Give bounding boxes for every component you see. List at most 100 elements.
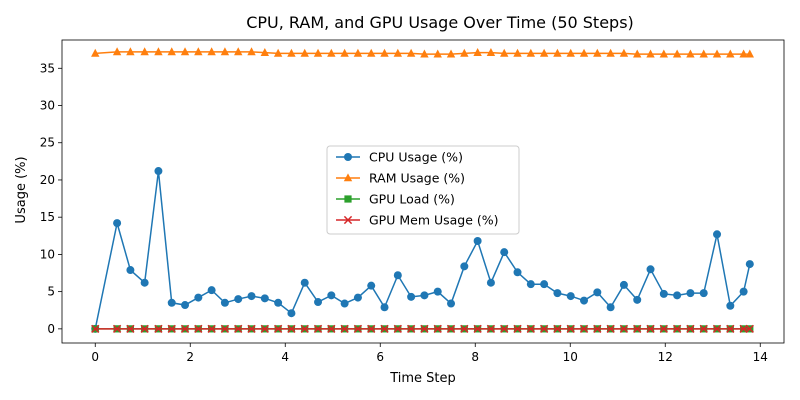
data-point	[433, 49, 442, 58]
data-point	[393, 324, 402, 333]
data-point	[633, 295, 642, 304]
y-tick-label: 5	[47, 285, 55, 299]
data-point	[407, 292, 416, 301]
legend-label: GPU Mem Usage (%)	[369, 213, 499, 228]
data-point	[646, 49, 655, 58]
data-point	[167, 298, 176, 307]
data-point	[460, 48, 469, 57]
x-tick-label: 12	[658, 350, 673, 364]
data-point	[327, 48, 336, 57]
data-point	[194, 324, 203, 333]
data-point	[260, 48, 270, 56]
data-point	[513, 324, 522, 333]
data-point	[287, 48, 296, 57]
data-point	[606, 324, 615, 333]
y-tick-label: 10	[40, 247, 55, 261]
data-point	[686, 289, 695, 298]
data-point	[486, 324, 496, 333]
data-point	[406, 324, 416, 333]
data-point	[540, 280, 549, 289]
data-point	[154, 167, 163, 176]
data-point	[447, 299, 456, 308]
x-tick-label: 4	[281, 350, 289, 364]
data-point	[593, 324, 602, 333]
data-point	[539, 48, 549, 57]
data-point	[500, 48, 509, 57]
data-point	[726, 49, 735, 58]
data-point	[460, 262, 469, 271]
data-point	[247, 47, 256, 56]
data-point	[140, 324, 149, 333]
data-point	[659, 289, 668, 298]
data-point	[619, 324, 629, 333]
legend-label: GPU Load (%)	[369, 192, 455, 207]
x-tick-label: 2	[186, 350, 194, 364]
data-point	[140, 47, 149, 56]
data-point	[606, 303, 615, 312]
data-point	[167, 324, 176, 333]
data-point	[340, 324, 349, 333]
data-point	[112, 47, 122, 56]
data-point	[234, 47, 243, 56]
data-point	[313, 48, 323, 57]
data-point	[273, 48, 283, 57]
data-point	[181, 301, 190, 310]
data-point	[194, 47, 203, 56]
legend-entry: GPU Load (%)	[336, 192, 455, 207]
data-point	[300, 278, 309, 287]
data-point	[420, 324, 429, 333]
data-point	[713, 230, 722, 239]
data-point	[745, 49, 754, 58]
data-point	[699, 324, 708, 333]
data-point	[553, 289, 562, 298]
data-point	[353, 293, 362, 302]
data-point	[287, 309, 296, 318]
data-point	[220, 298, 229, 307]
y-axis-label: Usage (%)	[14, 156, 29, 223]
data-point	[646, 265, 655, 274]
data-point	[353, 324, 363, 333]
legend-label: CPU Usage (%)	[369, 150, 463, 165]
data-point	[367, 48, 376, 57]
data-point	[566, 292, 575, 301]
data-point	[126, 324, 135, 333]
data-point	[659, 324, 668, 333]
data-point	[367, 324, 376, 333]
data-point	[300, 324, 309, 333]
data-point	[340, 299, 349, 308]
data-point	[553, 48, 562, 57]
data-point	[633, 324, 642, 333]
y-tick-label: 15	[40, 210, 55, 224]
x-axis-label: Time Step	[389, 371, 456, 386]
series-3	[91, 324, 754, 333]
data-point	[247, 324, 256, 333]
data-point	[126, 47, 135, 56]
data-point	[672, 324, 682, 333]
data-point	[380, 324, 389, 333]
y-tick-label: 25	[40, 136, 55, 150]
data-point	[500, 248, 509, 257]
y-axis: 0 5 10 15 20 25 30 35	[40, 61, 62, 336]
data-point	[300, 48, 309, 57]
data-point	[327, 291, 336, 300]
data-point	[353, 48, 363, 57]
data-point	[726, 324, 735, 333]
data-point	[154, 324, 163, 333]
legend-marker	[343, 173, 353, 182]
y-tick-label: 30	[40, 99, 55, 113]
data-point	[473, 48, 482, 56]
y-tick-label: 0	[47, 322, 55, 336]
data-point	[646, 324, 655, 333]
data-point	[699, 49, 708, 58]
data-point	[274, 298, 283, 307]
x-tick-label: 14	[753, 350, 768, 364]
plot-frame	[61, 39, 785, 344]
x-tick-label: 6	[376, 350, 384, 364]
data-point	[726, 301, 735, 310]
data-point	[247, 292, 256, 301]
data-point	[260, 294, 269, 303]
x-tick-label: 0	[91, 350, 99, 364]
data-point	[433, 324, 442, 333]
data-point	[526, 280, 535, 289]
